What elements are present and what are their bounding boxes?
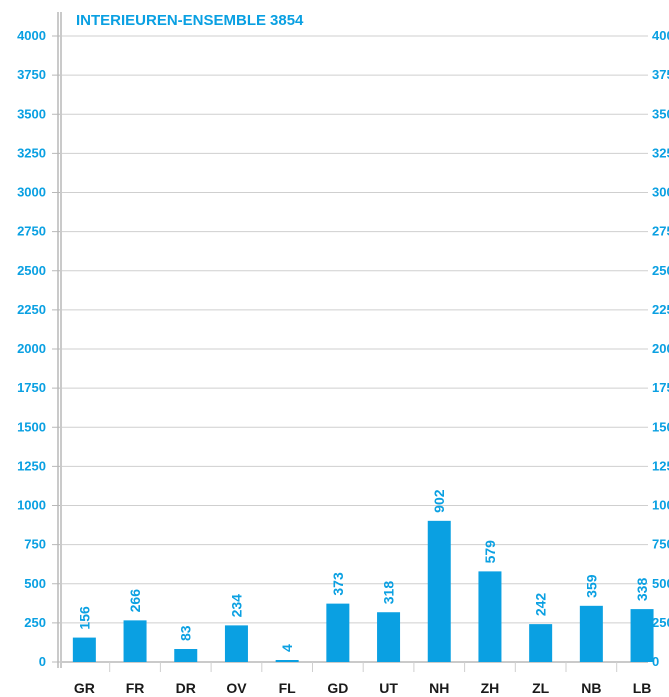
bar xyxy=(72,637,96,662)
y-tick-label: 1250 xyxy=(17,458,46,473)
y-tick-label: 2750 xyxy=(17,224,46,239)
y-tick-label: 500 xyxy=(24,576,46,591)
x-tick-label: UT xyxy=(379,680,398,696)
y-tick-label: 1750 xyxy=(17,380,46,395)
data-label: 373 xyxy=(330,572,346,596)
y-tick-label: 4000 xyxy=(17,28,46,43)
chart-title: INTERIEUREN-ENSEMBLE 3854 xyxy=(76,12,304,29)
y-tick-label-right: 3000 xyxy=(652,185,669,200)
x-tick-label: NH xyxy=(429,680,449,696)
data-label: 338 xyxy=(634,578,650,602)
x-tick-label: DR xyxy=(176,680,196,696)
y-tick-label-right: 3250 xyxy=(652,145,669,160)
x-tick-label: FL xyxy=(279,680,297,696)
y-tick-label-right: 1250 xyxy=(652,458,669,473)
bar xyxy=(275,660,299,662)
labels: 0 0 250 250 500 500 750 750 1000 1000 1250 1250 1500… xyxy=(17,28,669,696)
y-tick-label: 3250 xyxy=(17,145,46,160)
y-tick-label: 2500 xyxy=(17,263,46,278)
bars xyxy=(72,520,654,662)
y-tick-label: 3750 xyxy=(17,67,46,82)
y-tick-label-right: 3500 xyxy=(652,106,669,121)
y-tick-label-right: 1500 xyxy=(652,419,669,434)
y-tick-label-right: 2000 xyxy=(652,341,669,356)
bar xyxy=(427,520,451,662)
bar xyxy=(224,625,248,662)
y-tick-label-right: 2750 xyxy=(652,224,669,239)
x-tick-label: NB xyxy=(581,680,601,696)
data-label: 4 xyxy=(279,644,295,652)
y-tick-label-right: 1750 xyxy=(652,380,669,395)
y-tick-label: 3500 xyxy=(17,106,46,121)
y-tick-label: 1000 xyxy=(17,498,46,513)
y-tick-label: 1500 xyxy=(17,419,46,434)
y-tick-label-right: 4000 xyxy=(652,28,669,43)
x-tick-label: ZL xyxy=(532,680,550,696)
data-label: 83 xyxy=(178,625,194,641)
data-label: 318 xyxy=(381,581,397,605)
bar xyxy=(529,624,553,662)
bar xyxy=(579,605,603,662)
y-tick-label: 750 xyxy=(24,537,46,552)
y-tick-label-right: 1000 xyxy=(652,498,669,513)
y-tick-label: 3000 xyxy=(17,185,46,200)
y-tick-label: 2000 xyxy=(17,341,46,356)
y-tick-label: 2250 xyxy=(17,302,46,317)
chart-title-text: INTERIEUREN-ENSEMBLE xyxy=(76,12,266,29)
x-tick-label: GD xyxy=(327,680,348,696)
data-label: 234 xyxy=(228,594,244,618)
axes xyxy=(52,12,648,672)
y-tick-label: 0 xyxy=(39,654,46,669)
data-label: 902 xyxy=(431,489,447,513)
bar xyxy=(326,603,350,662)
data-label: 242 xyxy=(533,593,549,617)
gridlines xyxy=(62,35,648,663)
bar xyxy=(377,612,401,662)
y-tick-label-right: 500 xyxy=(652,576,669,591)
y-tick-label-right: 2500 xyxy=(652,263,669,278)
bar xyxy=(123,620,147,662)
x-tick-label: LB xyxy=(633,680,652,696)
y-tick-label: 250 xyxy=(24,615,46,630)
bar xyxy=(478,571,502,662)
data-label: 266 xyxy=(127,589,143,613)
data-label: 579 xyxy=(482,540,498,564)
bar xyxy=(630,609,654,662)
data-label: 156 xyxy=(76,606,92,630)
x-tick-label: GR xyxy=(74,680,95,696)
chart-title-value: 3854 xyxy=(270,12,304,29)
x-tick-label: FR xyxy=(126,680,145,696)
data-label: 359 xyxy=(583,574,599,598)
bar xyxy=(174,649,198,662)
y-tick-label-right: 3750 xyxy=(652,67,669,82)
y-tick-label-right: 250 xyxy=(652,615,669,630)
y-tick-label-right: 0 xyxy=(652,654,659,669)
x-tick-label: OV xyxy=(226,680,247,696)
y-tick-label-right: 2250 xyxy=(652,302,669,317)
x-tick-label: ZH xyxy=(481,680,500,696)
y-tick-label-right: 750 xyxy=(652,537,669,552)
